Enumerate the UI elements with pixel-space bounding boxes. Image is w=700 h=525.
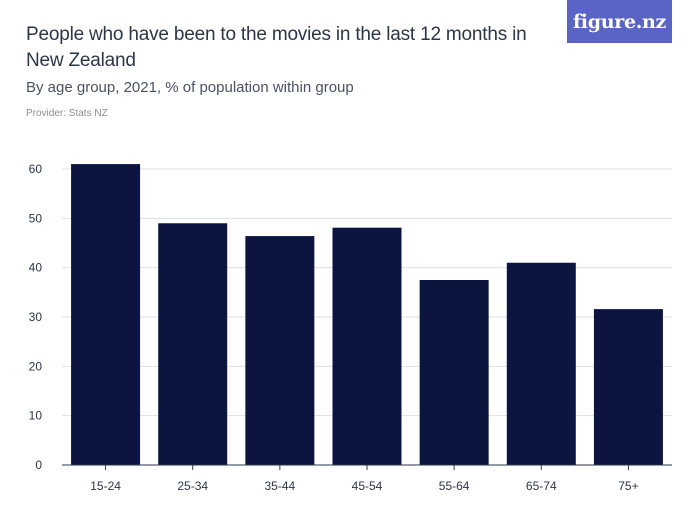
bar-75+[interactable] [593, 309, 663, 465]
chart-subtitle: By age group, 2021, % of population with… [26, 79, 354, 96]
bar-15-24[interactable] [71, 164, 141, 466]
y-tick-label: 40 [29, 261, 43, 275]
y-tick-label: 60 [29, 162, 43, 176]
y-tick-label: 10 [29, 409, 43, 423]
x-tick-label: 45-54 [352, 479, 383, 493]
bar-45-54[interactable] [332, 227, 402, 465]
x-tick-label: 15-24 [90, 479, 121, 493]
y-tick-label: 30 [29, 310, 43, 324]
y-tick-label: 0 [35, 458, 42, 472]
x-tick-label: 35-44 [265, 479, 296, 493]
x-tick-label: 75+ [618, 479, 638, 493]
data-provider: Provider: Stats NZ [26, 108, 108, 119]
x-tick-label: 65-74 [526, 479, 557, 493]
bar-25-34[interactable] [158, 223, 228, 465]
chart-title: People who have been to the movies in th… [26, 24, 527, 71]
figure-nz-logo[interactable]: figure.nz [567, 0, 672, 43]
bar-55-64[interactable] [419, 280, 489, 465]
x-tick-label: 55-64 [439, 479, 470, 493]
x-tick-label: 25-34 [177, 479, 208, 493]
y-tick-label: 20 [29, 359, 43, 373]
bar-65-74[interactable] [506, 262, 576, 465]
bar-35-44[interactable] [245, 236, 315, 465]
y-tick-label: 50 [29, 211, 43, 225]
